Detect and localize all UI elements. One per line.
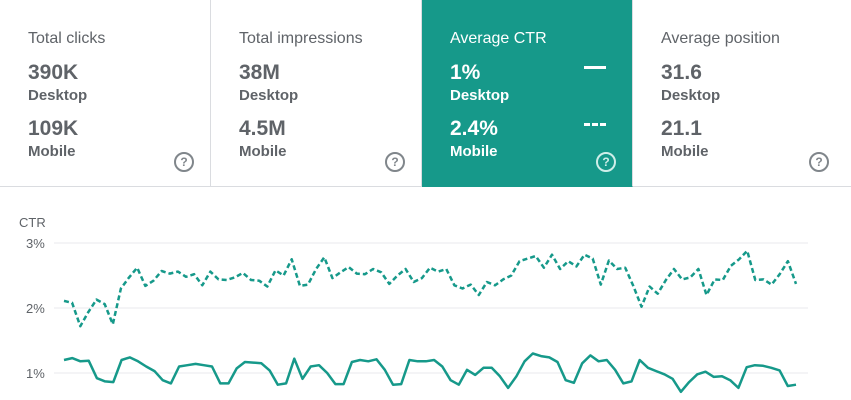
ctr-chart: CTR 3% 2% 1% <box>0 187 851 400</box>
metric-cards: Total clicks 390K Desktop 109K Mobile ? … <box>0 0 851 187</box>
help-icon[interactable]: ? <box>385 152 405 172</box>
mobile-label: Mobile <box>661 143 709 160</box>
desktop-label: Desktop <box>28 87 88 104</box>
solid-line-legend-icon <box>584 66 606 69</box>
mobile-label: Mobile <box>239 143 287 160</box>
series-line-mobile <box>63 249 798 328</box>
y-tick-label: 2% <box>26 301 45 316</box>
card-title: Average CTR <box>450 30 547 47</box>
card-title: Total clicks <box>28 30 106 47</box>
dashed-line-legend-icon <box>584 123 606 126</box>
help-icon[interactable]: ? <box>809 152 829 172</box>
mobile-label: Mobile <box>28 143 76 160</box>
desktop-label: Desktop <box>239 87 299 104</box>
card-title: Average position <box>661 30 780 47</box>
card-average-position[interactable]: Average position 31.6 Desktop 21.1 Mobil… <box>633 0 851 187</box>
y-axis-label: CTR <box>19 215 46 230</box>
mobile-label: Mobile <box>450 143 498 160</box>
card-average-ctr[interactable]: Average CTR 1% Desktop 2.4% Mobile ? <box>422 0 633 187</box>
card-total-clicks[interactable]: Total clicks 390K Desktop 109K Mobile ? <box>0 0 211 187</box>
mobile-value: 21.1 <box>661 117 702 140</box>
y-tick-label: 1% <box>26 366 45 381</box>
desktop-value: 31.6 <box>661 61 702 84</box>
plot-area <box>54 242 808 394</box>
mobile-value: 4.5M <box>239 117 286 140</box>
desktop-value: 1% <box>450 61 481 84</box>
help-icon[interactable]: ? <box>174 152 194 172</box>
desktop-label: Desktop <box>661 87 721 104</box>
desktop-value: 390K <box>28 61 79 84</box>
series-line-desktop <box>63 352 797 394</box>
mobile-value: 109K <box>28 117 79 140</box>
card-title: Total impressions <box>239 30 363 47</box>
help-icon[interactable]: ? <box>596 152 616 172</box>
y-tick-label: 3% <box>26 236 45 251</box>
mobile-value: 2.4% <box>450 117 498 140</box>
card-total-impressions[interactable]: Total impressions 38M Desktop 4.5M Mobil… <box>211 0 422 187</box>
desktop-value: 38M <box>239 61 280 84</box>
desktop-label: Desktop <box>450 87 510 104</box>
